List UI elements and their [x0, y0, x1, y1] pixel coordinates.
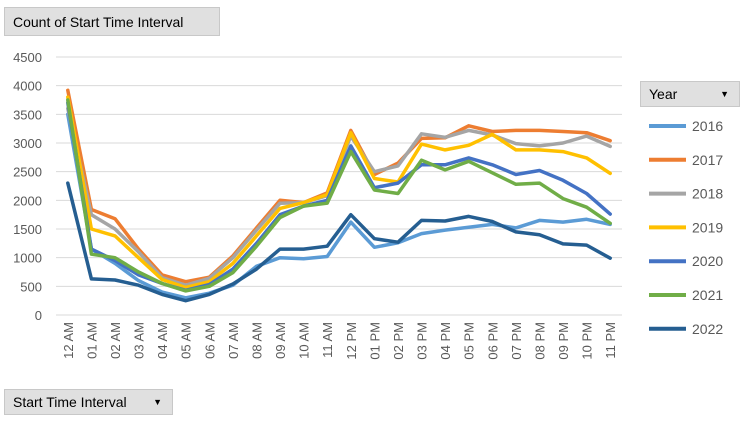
legend-label-2021: 2021 — [692, 287, 723, 303]
legend-label-2018: 2018 — [692, 186, 723, 202]
x-tick-label: 11 PM — [603, 322, 618, 359]
axis-field-label: Start Time Interval — [13, 394, 127, 410]
x-tick-label: 05 PM — [462, 322, 477, 360]
x-tick-label: 06 AM — [202, 322, 217, 359]
series-line-2022 — [66, 181, 612, 303]
dropdown-arrow-icon[interactable]: ▼ — [153, 397, 162, 407]
x-tick-label: 02 PM — [391, 322, 406, 360]
x-tick-label: 10 PM — [580, 322, 595, 360]
legend-label-2020: 2020 — [692, 253, 723, 269]
x-tick-label: 02 AM — [108, 322, 123, 359]
legend-field-button[interactable]: Year ▼ — [640, 81, 740, 107]
y-tick-label: 3500 — [13, 107, 42, 122]
x-tick-label: 04 PM — [438, 322, 453, 360]
dropdown-arrow-icon[interactable]: ▼ — [720, 89, 729, 99]
y-tick-label: 1500 — [13, 222, 42, 237]
series-line-2021 — [66, 98, 612, 293]
axis-field-button[interactable]: Start Time Interval ▼ — [4, 389, 173, 415]
series-line-2019 — [66, 95, 612, 290]
y-tick-label: 1000 — [13, 251, 42, 266]
x-tick-label: 05 AM — [179, 322, 194, 359]
x-tick-label: 01 AM — [84, 322, 99, 359]
x-tick-label: 01 PM — [367, 322, 382, 360]
y-tick-label: 500 — [20, 279, 42, 294]
x-tick-label: 11 AM — [320, 322, 335, 358]
y-tick-label: 2000 — [13, 193, 42, 208]
x-tick-label: 07 AM — [226, 322, 241, 359]
x-tick-label: 06 PM — [485, 322, 500, 360]
legend-label-2017: 2017 — [692, 152, 723, 168]
x-tick-label: 04 AM — [155, 322, 170, 359]
x-tick-label: 10 AM — [297, 322, 312, 359]
legend-label-2016: 2016 — [692, 118, 723, 134]
y-tick-label: 4000 — [13, 79, 42, 94]
x-tick-label: 07 PM — [509, 322, 524, 360]
legend-label-2019: 2019 — [692, 219, 723, 235]
y-tick-label: 4500 — [13, 50, 42, 65]
y-tick-label: 0 — [35, 308, 42, 323]
legend-label-2022: 2022 — [692, 321, 723, 337]
x-tick-label: 08 PM — [532, 322, 547, 360]
value-field-label: Count of Start Time Interval — [13, 13, 184, 30]
x-tick-label: 12 AM — [61, 322, 76, 359]
legend-field-label: Year — [649, 86, 678, 102]
x-tick-label: 12 PM — [344, 322, 359, 360]
x-tick-label: 03 PM — [415, 322, 430, 360]
x-tick-label: 09 AM — [273, 322, 288, 359]
value-field-button[interactable]: Count of Start Time Interval — [4, 7, 220, 36]
series-line-2017 — [66, 88, 612, 284]
y-tick-label: 3000 — [13, 136, 42, 151]
x-tick-label: 08 AM — [249, 322, 264, 359]
series-line-2016 — [66, 112, 612, 300]
x-tick-label: 03 AM — [132, 322, 147, 359]
y-tick-label: 2500 — [13, 165, 42, 180]
x-tick-label: 09 PM — [556, 322, 571, 360]
